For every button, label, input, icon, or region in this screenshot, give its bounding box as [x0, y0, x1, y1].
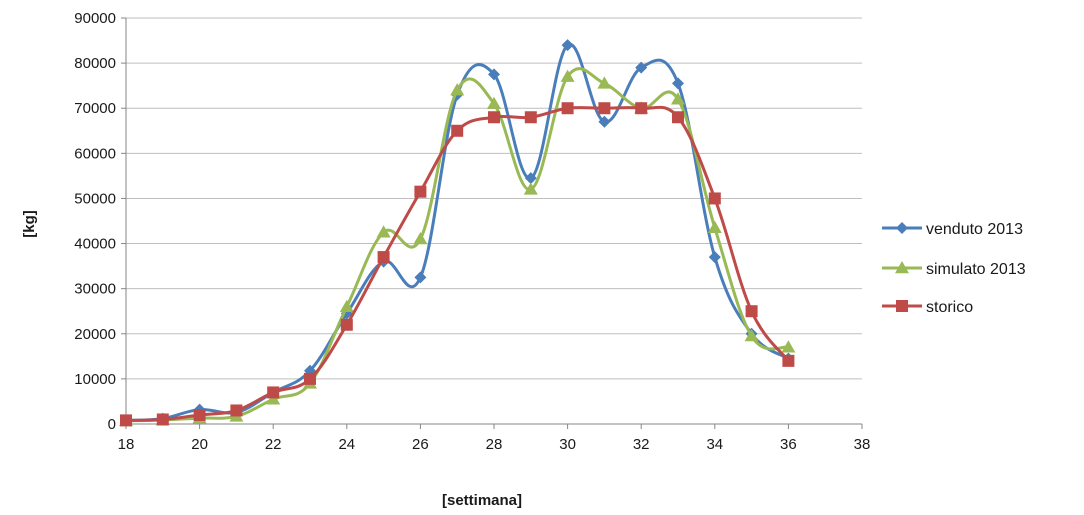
legend-marker — [895, 261, 909, 274]
data-point — [524, 172, 537, 185]
data-point — [193, 408, 206, 421]
y-tick-label: 30000 — [74, 281, 116, 298]
series-diamond — [120, 39, 795, 427]
series — [119, 39, 796, 427]
x-tick-label: 36 — [780, 436, 797, 453]
legend-marker — [896, 222, 908, 234]
data-point — [782, 354, 795, 367]
data-point — [340, 318, 353, 331]
data-point — [414, 185, 427, 198]
x-tick-label: 20 — [191, 436, 208, 453]
data-point — [230, 404, 243, 417]
y-tick-label: 10000 — [74, 371, 116, 388]
x-tick-label: 32 — [633, 436, 650, 453]
data-point — [672, 111, 684, 124]
y-tick-label: 80000 — [74, 55, 116, 72]
data-point — [304, 372, 316, 385]
data-point — [671, 92, 685, 105]
legend-item: simulato 2013 — [882, 261, 1026, 278]
x-tick-label: 38 — [854, 436, 871, 453]
y-tick-label: 0 — [108, 416, 116, 433]
series-triangle — [119, 67, 796, 427]
data-point — [414, 271, 427, 284]
legend-item: storico — [882, 299, 973, 316]
axes — [121, 17, 863, 429]
data-point — [744, 329, 759, 342]
x-tick-label: 34 — [706, 436, 723, 453]
data-point — [524, 111, 537, 124]
y-tick-label: 60000 — [74, 145, 116, 162]
data-point — [635, 61, 648, 74]
data-point — [635, 102, 648, 115]
x-tick-label: 24 — [338, 436, 355, 453]
data-point — [156, 413, 169, 426]
data-point — [598, 115, 611, 128]
data-point — [377, 251, 390, 264]
data-point — [707, 220, 722, 234]
data-point — [672, 77, 684, 90]
data-point — [560, 69, 575, 82]
data-point — [708, 251, 721, 264]
x-tick-label: 26 — [412, 436, 429, 453]
data-point — [451, 124, 464, 137]
y-axis-title: [kg] — [21, 210, 38, 238]
data-point — [413, 232, 428, 245]
y-tick-label: 40000 — [74, 236, 116, 253]
data-point — [523, 182, 538, 195]
y-tick-label: 20000 — [74, 326, 116, 343]
data-point — [487, 96, 501, 109]
y-tick-label: 70000 — [74, 100, 116, 117]
data-point — [339, 299, 354, 312]
data-point — [450, 83, 465, 96]
data-point — [561, 39, 574, 52]
data-point — [267, 386, 280, 399]
data-point — [708, 192, 721, 205]
x-tick-label: 18 — [118, 436, 135, 453]
data-point — [781, 340, 796, 353]
y-tick-label: 50000 — [74, 190, 116, 207]
series-square — [120, 102, 795, 427]
legend-label: storico — [926, 299, 973, 316]
data-point — [488, 68, 500, 81]
x-tick-label: 28 — [486, 436, 503, 453]
gridlines — [126, 17, 862, 380]
x-tick-label: 22 — [265, 436, 282, 453]
data-point — [561, 102, 574, 115]
legend: venduto 2013 simulato 2013 storico — [882, 221, 1026, 316]
data-point — [120, 414, 132, 427]
series-line — [125, 105, 790, 422]
y-tick-labels: 0 10000 20000 30000 40000 50000 60000 70000 8000… — [74, 10, 116, 433]
legend-item: venduto 2013 — [882, 221, 1023, 238]
x-axis-title: [settimana] — [442, 492, 522, 509]
data-point — [598, 102, 611, 115]
data-point — [488, 111, 500, 124]
legend-marker — [896, 300, 908, 312]
x-tick-label: 30 — [559, 436, 576, 453]
data-point — [745, 305, 758, 318]
data-point — [376, 225, 391, 238]
y-tick-label: 90000 — [74, 10, 116, 27]
x-tick-labels: 18 20 22 24 26 28 30 32 34 36 38 — [118, 436, 871, 453]
series-line — [125, 67, 789, 423]
data-point — [597, 76, 612, 89]
legend-label: venduto 2013 — [926, 221, 1023, 238]
legend-label: simulato 2013 — [926, 261, 1026, 278]
